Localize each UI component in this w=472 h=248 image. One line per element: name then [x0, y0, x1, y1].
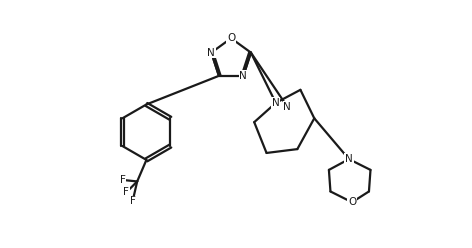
Text: F: F: [119, 175, 126, 185]
Text: O: O: [227, 33, 235, 43]
Text: N: N: [272, 98, 279, 108]
Text: N: N: [208, 48, 215, 58]
Text: F: F: [124, 187, 129, 197]
Text: N: N: [345, 154, 353, 164]
Text: O: O: [348, 197, 356, 207]
Text: F: F: [130, 196, 135, 207]
Text: N: N: [239, 71, 247, 81]
Text: N: N: [284, 102, 291, 112]
